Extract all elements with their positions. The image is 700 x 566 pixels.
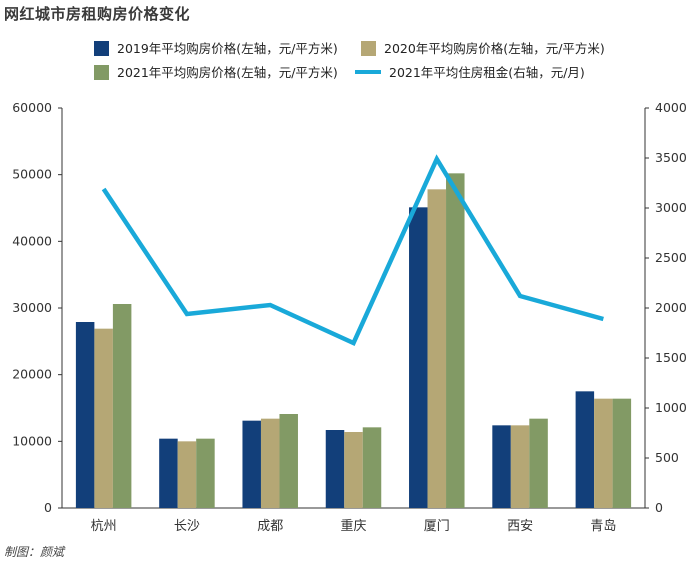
bar-1-成都 — [242, 420, 261, 508]
bar-3-成都 — [279, 414, 298, 508]
bar-2-青岛 — [594, 398, 613, 508]
bar-3-重庆 — [362, 427, 382, 508]
y-left-tick-label: 0 — [44, 500, 52, 515]
y-left-tick-label: 20000 — [12, 367, 52, 382]
legend-label-2021: 2021年平均购房价格(左轴，元/平方米) — [117, 65, 338, 80]
y-left-tick-label: 10000 — [12, 433, 52, 448]
bar-1-青岛 — [575, 391, 595, 508]
y-right-tick-label: 2000 — [655, 300, 687, 315]
y-right-tick-label: 2500 — [655, 250, 687, 265]
legend-item-2019: 2019年平均购房价格(左轴，元/平方米) — [94, 38, 338, 57]
y-right-tick-label: 500 — [655, 450, 679, 465]
legend-label-2020: 2020年平均购房价格(左轴，元/平方米) — [384, 41, 605, 56]
y-left-tick-label: 40000 — [12, 233, 52, 248]
bar-2-西安 — [510, 425, 530, 508]
y-left-tick-label: 60000 — [12, 100, 52, 115]
y-right-tick-label: 1500 — [655, 350, 687, 365]
bar-1-西安 — [492, 425, 511, 508]
bar-1-重庆 — [325, 430, 345, 508]
legend-line-rent — [355, 70, 381, 74]
x-tick-label: 西安 — [507, 519, 533, 534]
bar-3-杭州 — [112, 304, 132, 508]
y-right-tick-label: 1000 — [655, 400, 687, 415]
bar-2-重庆 — [344, 432, 363, 508]
bar-1-杭州 — [75, 322, 95, 508]
bar-1-长沙 — [159, 438, 178, 508]
bar-2-杭州 — [94, 328, 113, 508]
bar-3-西安 — [529, 418, 548, 508]
x-tick-label: 厦门 — [424, 519, 450, 534]
legend-swatch-2020 — [361, 41, 376, 56]
bar-3-长沙 — [196, 438, 215, 508]
x-tick-label: 重庆 — [340, 518, 366, 534]
x-tick-label: 青岛 — [590, 518, 616, 534]
y-left-tick-label: 50000 — [12, 167, 52, 182]
x-tick-label: 成都 — [257, 519, 283, 534]
legend-item-2020: 2020年平均购房价格(左轴，元/平方米) — [361, 38, 605, 57]
chart-title: 网红城市房租购房价格变化 — [4, 5, 191, 23]
legend-label-2019: 2019年平均购房价格(左轴，元/平方米) — [117, 41, 338, 56]
x-tick-label: 杭州 — [91, 519, 117, 534]
legend-item-rent: 2021年平均住房租金(右轴，元/月) — [355, 62, 585, 81]
bar-3-厦门 — [446, 173, 465, 509]
y-left-tick-label: 30000 — [12, 300, 52, 315]
bar-2-成都 — [260, 418, 280, 508]
credit-text: 制图：颜斌 — [4, 545, 65, 559]
legend-label-rent: 2021年平均住房租金(右轴，元/月) — [389, 65, 585, 80]
y-right-tick-label: 3000 — [655, 200, 687, 215]
y-right-tick-label: 3500 — [655, 150, 687, 165]
x-tick-label: 长沙 — [174, 519, 200, 534]
bar-2-长沙 — [177, 441, 197, 508]
rent-line — [101, 154, 604, 346]
y-right-tick-label: 0 — [655, 500, 663, 515]
bar-2-厦门 — [427, 189, 447, 509]
legend-swatch-2019 — [94, 41, 109, 56]
bar-3-青岛 — [612, 398, 632, 508]
bar-1-厦门 — [409, 207, 428, 509]
y-right-tick-label: 4000 — [655, 100, 687, 115]
legend-swatch-2021 — [94, 65, 109, 80]
legend-item-2021: 2021年平均购房价格(左轴，元/平方米) — [94, 62, 338, 81]
